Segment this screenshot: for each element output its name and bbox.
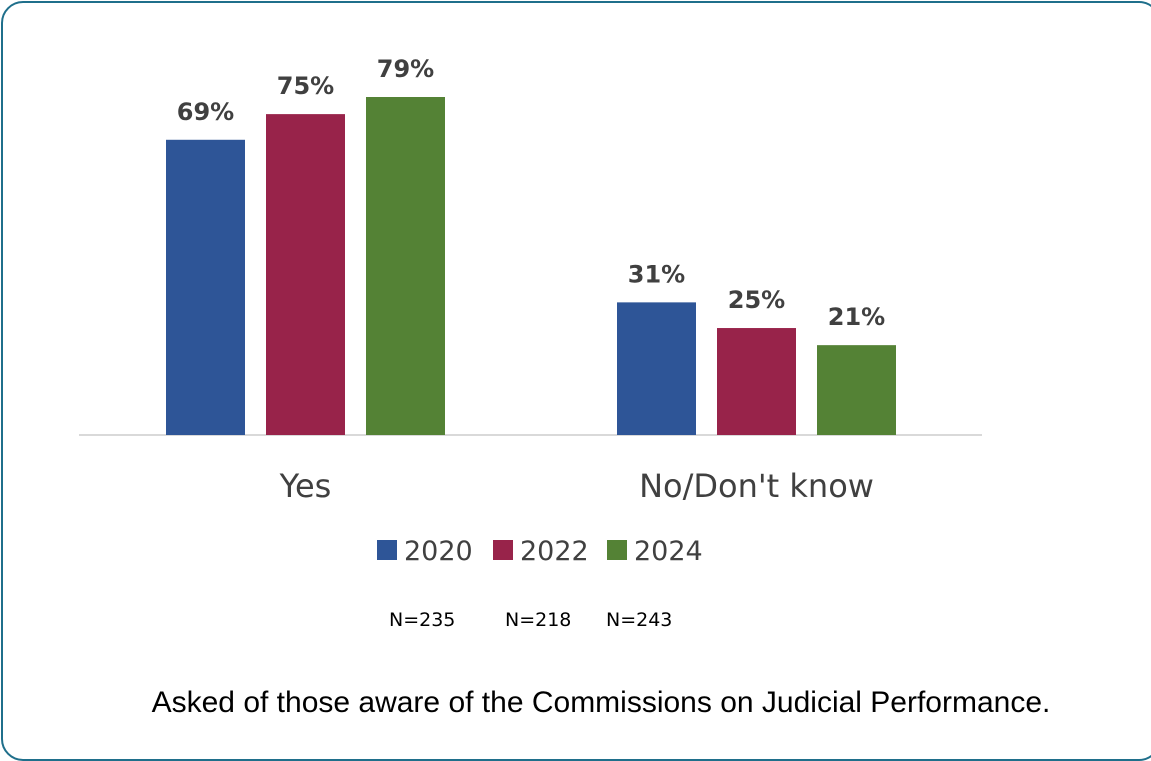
data-label: 69% — [177, 98, 234, 126]
category-label: Yes — [279, 467, 332, 505]
bar-no-don-t-know-2022 — [717, 328, 796, 435]
data-label: 25% — [728, 286, 785, 314]
sample-size: N=235 — [389, 609, 455, 631]
data-label: 75% — [277, 72, 334, 100]
data-label: 79% — [377, 55, 434, 83]
legend-label: 2024 — [634, 536, 703, 567]
bar-yes-2020 — [166, 139, 245, 436]
sample-size: N=218 — [505, 609, 571, 631]
legend-label: 2022 — [520, 536, 589, 567]
bar-yes-2024 — [366, 97, 445, 435]
legend-swatch-2024 — [607, 540, 627, 560]
bar-no-don-t-know-2024 — [817, 345, 896, 435]
sample-size: N=243 — [606, 609, 672, 631]
footnote: Asked of those aware of the Commissions … — [151, 686, 1051, 719]
legend-swatch-2020 — [377, 540, 397, 560]
category-label: No/Don't know — [639, 467, 874, 505]
bar-yes-2022 — [266, 114, 345, 435]
legend-label: 2020 — [404, 536, 473, 567]
data-label: 31% — [628, 260, 685, 288]
data-label: 21% — [828, 303, 885, 331]
bar-no-don-t-know-2020 — [617, 302, 696, 435]
legend-swatch-2022 — [493, 540, 513, 560]
